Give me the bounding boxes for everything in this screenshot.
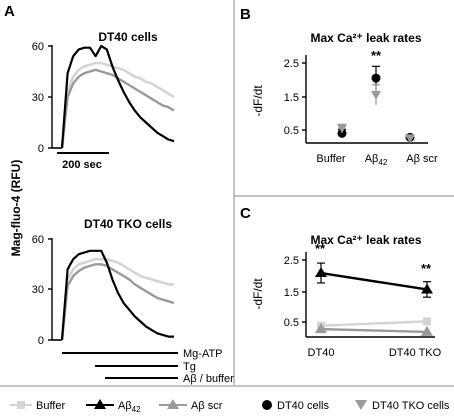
scale-bar-label: 200 sec: [62, 159, 102, 171]
panel-a-top-axis: [48, 45, 53, 149]
panel-b-title: Max Ca²⁺ leak rates: [310, 31, 421, 45]
panel-c-ytick-2-5: 2.5: [284, 255, 299, 267]
panel-b-ytick-2-5: 2.5: [284, 58, 299, 70]
legend-label-abeta-scr: Aβ scr: [191, 400, 223, 412]
panel-a-bottom-trace-abeta-scr: [60, 263, 175, 341]
legend-item-dt40-tko-cells: DT40 TKO cells: [355, 400, 450, 412]
panel-b-annotation: **: [371, 48, 382, 63]
legend-label-dt40-tko-cells: DT40 TKO cells: [372, 400, 450, 412]
panel-a-ylabel: Mag-fluo-4 (RFU): [9, 160, 23, 257]
panel-a-bottom-title: DT40 TKO cells: [84, 217, 172, 231]
panel-a-bottom-axis: [48, 238, 53, 341]
panel-a-top-traces: [60, 44, 175, 149]
panel-c-title: Max Ca²⁺ leak rates: [310, 233, 421, 247]
panel-c-letter: C: [240, 205, 251, 222]
panel-b-xtick-buffer: Buffer: [316, 153, 345, 165]
legend-marker-square: [17, 401, 25, 409]
panel-c-ytick-1-5: 1.5: [284, 287, 299, 299]
panel-c-marker-buffer-1: [423, 317, 431, 326]
panel-b-xtick-abeta-scr: Aβ scr: [406, 153, 438, 165]
legend-item-abeta42: Aβ42: [86, 399, 141, 414]
panel-b-axis: [302, 55, 428, 144]
protocol-label-tg: Tg: [183, 361, 196, 373]
protocol-label-mg-atp: Mg-ATP: [183, 348, 223, 360]
panel-b-point-tko-abeta42: [371, 90, 381, 100]
panel-a-top-ytick-0: 0: [38, 143, 44, 155]
panel-a-bottom-ytick-30: 30: [32, 284, 44, 296]
panel-a-top-ytick-30: 30: [32, 92, 44, 104]
legend-item-dt40-cells: DT40 cells: [262, 400, 329, 412]
panel-b-ytick-0-5: 0.5: [284, 125, 299, 137]
panel-c-marker-abeta42-0: [315, 267, 327, 278]
panel-a-bottom-trace-abeta42: [60, 249, 174, 341]
panel-a-bottom-ytick-0: 0: [38, 335, 44, 347]
legend-label-buffer: Buffer: [36, 400, 65, 412]
panel-c-ylabel: -dF/dt: [251, 278, 265, 310]
panel-b-ytick-1-5: 1.5: [284, 92, 299, 104]
panel-c-annotation-dt40: **: [315, 241, 326, 256]
panel-c-marker-abeta42-1: [421, 283, 433, 294]
panel-c-axis: [302, 252, 435, 338]
panel-a-top-trace-abeta42: [60, 44, 175, 149]
panel-a-bottom-traces: [60, 249, 175, 341]
panel-c-marker-abeta-scr-0: [315, 323, 327, 334]
panel-c-xtick-dt40: DT40: [308, 347, 335, 359]
panel-a-top-title: DT40 cells: [98, 30, 158, 44]
legend-label-dt40-cells: DT40 cells: [277, 400, 329, 412]
panel-b-xtick-abeta42: Aβ42: [365, 153, 388, 167]
legend-marker-triangle-black: [94, 399, 106, 409]
panel-c-annotation-tko: **: [421, 261, 432, 276]
legend-item-abeta-scr: Aβ scr: [159, 399, 223, 412]
panel-b-point-tko-abeta-scr: [405, 134, 415, 144]
panel-b-letter: B: [240, 6, 251, 23]
panel-a-bottom-trace-buffer: [60, 257, 174, 341]
panel-c-line-buffer: [320, 320, 428, 327]
legend-marker-triangle-down: [355, 400, 367, 410]
panel-c-xtick-dt40-tko: DT40 TKO: [389, 347, 442, 359]
legend-item-buffer: Buffer: [10, 400, 65, 412]
panel-c-line-abeta-scr: [320, 327, 428, 334]
panel-c-marker-abeta-scr-1: [421, 325, 433, 336]
legend-marker-triangle-gray: [167, 399, 179, 409]
protocol-label-abeta: Aβ / buffer: [183, 373, 234, 385]
panel-c-ytick-0-5: 0.5: [284, 317, 299, 329]
panel-c-marks: [315, 262, 433, 336]
panel-a-top-ytick-60: 60: [32, 41, 44, 53]
panel-b-point-dt40-abeta42: [371, 73, 381, 83]
panel-b-ylabel: -dF/dt: [251, 85, 265, 117]
panel-a-bottom-ytick-60: 60: [32, 234, 44, 246]
legend-marker-circle: [262, 400, 272, 410]
panel-b-point-tko-buffer: [337, 124, 347, 134]
legend-label-abeta42: Aβ42: [118, 400, 141, 414]
panel-a-top-trace-buffer: [60, 61, 175, 149]
panel-b-marks: [337, 65, 415, 144]
panel-c-line-abeta42: [320, 271, 428, 291]
legend: Buffer Aβ42 Aβ scr DT40 cells DT40 TKO c…: [10, 399, 450, 414]
panel-a-letter: A: [4, 3, 15, 20]
panel-b-point-dt40-buffer: [337, 128, 347, 138]
